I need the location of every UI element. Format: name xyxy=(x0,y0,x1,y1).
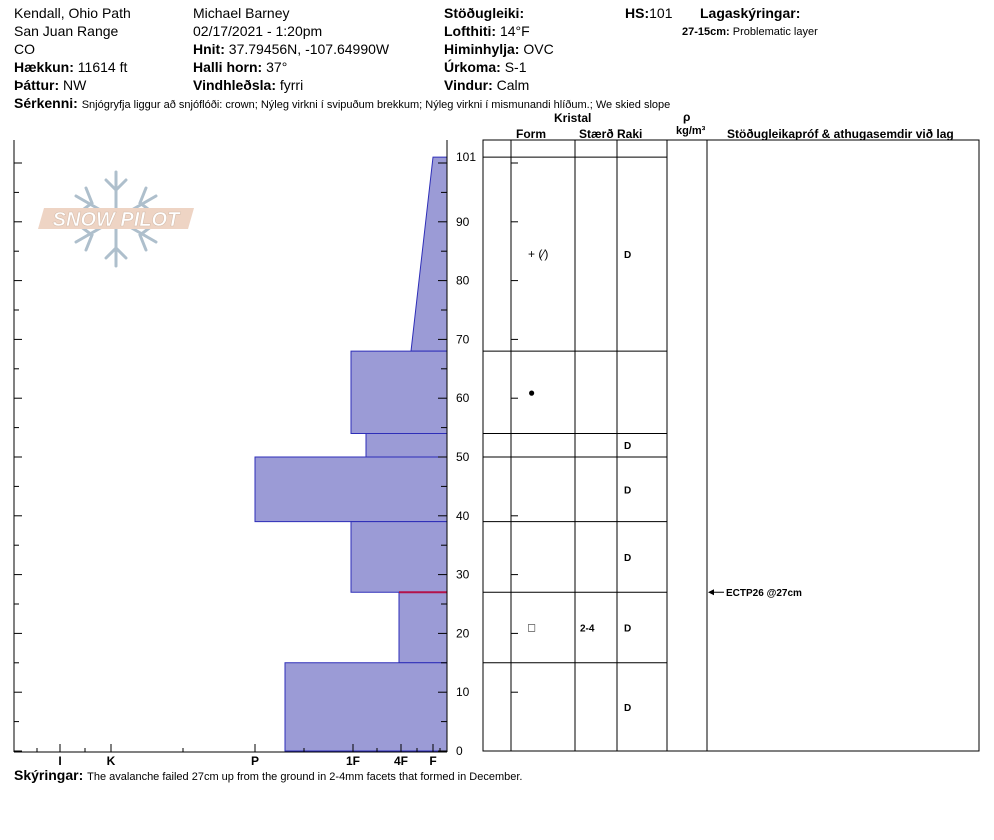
depth-axis: 0 10 20 30 40 50 60 70 80 90 101 xyxy=(438,150,476,758)
depth-label: 50 xyxy=(456,450,470,464)
slope-angle: Halli horn: 37° xyxy=(193,59,288,75)
air-temperature: Lofthiti: 14°F xyxy=(444,23,530,39)
depth-label: 70 xyxy=(456,332,470,346)
state: CO xyxy=(14,41,35,57)
layer-moisture-5: D xyxy=(624,624,631,635)
hardness-layer-5 xyxy=(398,591,448,664)
site-features: Sérkenni: Snjógryfja liggur að snjóflóði… xyxy=(14,95,671,111)
hardness-layer-6 xyxy=(284,662,448,752)
stability-label: Stöðugleiki: xyxy=(444,5,525,21)
elevation: Hækkun: 11614 ft xyxy=(14,59,128,75)
depth-label: 10 xyxy=(456,685,470,699)
test-arrowhead-0 xyxy=(708,589,714,596)
hardness-layer-1 xyxy=(350,350,448,434)
layer-moisture-4: D xyxy=(624,553,631,564)
observer-name: Michael Barney xyxy=(193,5,290,21)
hardness-label: P xyxy=(251,754,259,768)
hardness-layer-0 xyxy=(410,156,448,352)
depth-label: 101 xyxy=(456,150,476,164)
test-result-0: ECTP26 @27cm xyxy=(726,588,802,599)
hardness-layer-4 xyxy=(350,521,448,593)
layer-table-frame xyxy=(482,139,708,752)
coordinates: Hnit: 37.79456N, -107.64990W xyxy=(193,41,390,57)
depth-label: 60 xyxy=(456,391,470,405)
column-form: Form xyxy=(516,127,546,141)
layer-moisture-2: D xyxy=(624,441,631,452)
wind-loading: Vindhleðsla: fyrri xyxy=(193,77,304,93)
mountain-range: San Juan Range xyxy=(14,23,119,39)
location-name: Kendall, Ohio Path xyxy=(14,5,131,21)
observation-datetime: 02/17/2021 - 1:20pm xyxy=(193,23,323,39)
hardness-label: F xyxy=(429,754,436,768)
layer-moisture-3: D xyxy=(624,485,631,496)
column-moisture: Raki xyxy=(617,127,643,141)
column-crystal: Kristal xyxy=(554,111,592,125)
layer-notes-label: Lagaskýringar: xyxy=(700,5,801,21)
wind: Vindur: Calm xyxy=(444,77,530,93)
logo-banner xyxy=(38,208,194,229)
depth-label: 40 xyxy=(456,509,470,523)
depth-label: 0 xyxy=(456,744,463,758)
hardness-axis: I K P 1F 4F F xyxy=(36,744,441,768)
column-rho: ρ xyxy=(683,110,691,124)
hardness-label: 4F xyxy=(394,754,408,768)
hardness-layer-3 xyxy=(254,456,448,523)
hardness-layer-2 xyxy=(365,432,448,458)
layer-note: 27-15cm: Problematic layer xyxy=(682,26,818,38)
column-density-unit: kg/m³ xyxy=(676,125,706,137)
hardness-label: K xyxy=(107,754,116,768)
hardness-label: 1F xyxy=(346,754,360,768)
column-size: Stærð xyxy=(579,127,614,141)
depth-label: 20 xyxy=(456,626,470,640)
layer-form-1: ● xyxy=(528,385,535,399)
stability-tests: ECTP26 @27cm xyxy=(708,588,802,599)
snow-height: HS:101 xyxy=(625,5,673,21)
layer-form-0: + (⁄) xyxy=(528,247,548,261)
comments: Skýringar: The avalanche failed 27cm up … xyxy=(14,767,523,783)
hardness-profile xyxy=(254,156,448,752)
depth-label: 80 xyxy=(456,274,470,288)
precipitation: Úrkoma: S-1 xyxy=(444,59,527,75)
depth-label: 30 xyxy=(456,568,470,582)
logo-text: SNOW PILOT xyxy=(53,209,181,231)
layer-moisture-6: D xyxy=(624,703,631,714)
sky-cover: Himinhylja: OVC xyxy=(444,41,554,57)
column-stability-tests: Stöðugleikapróf & athugasemdir við lag xyxy=(727,127,954,141)
aspect: Þáttur: NW xyxy=(14,77,87,93)
layer-size-5: 2-4 xyxy=(580,624,595,635)
left-ticks xyxy=(14,162,22,752)
layer-form-5: □ xyxy=(528,621,535,635)
hardness-label: I xyxy=(58,754,61,768)
layer-moisture-0: D xyxy=(624,250,631,261)
tests-column-frame xyxy=(706,139,980,752)
layer-table: + (⁄) D ● D D D □ 2-4 D D xyxy=(482,139,980,752)
depth-label: 90 xyxy=(456,215,470,229)
